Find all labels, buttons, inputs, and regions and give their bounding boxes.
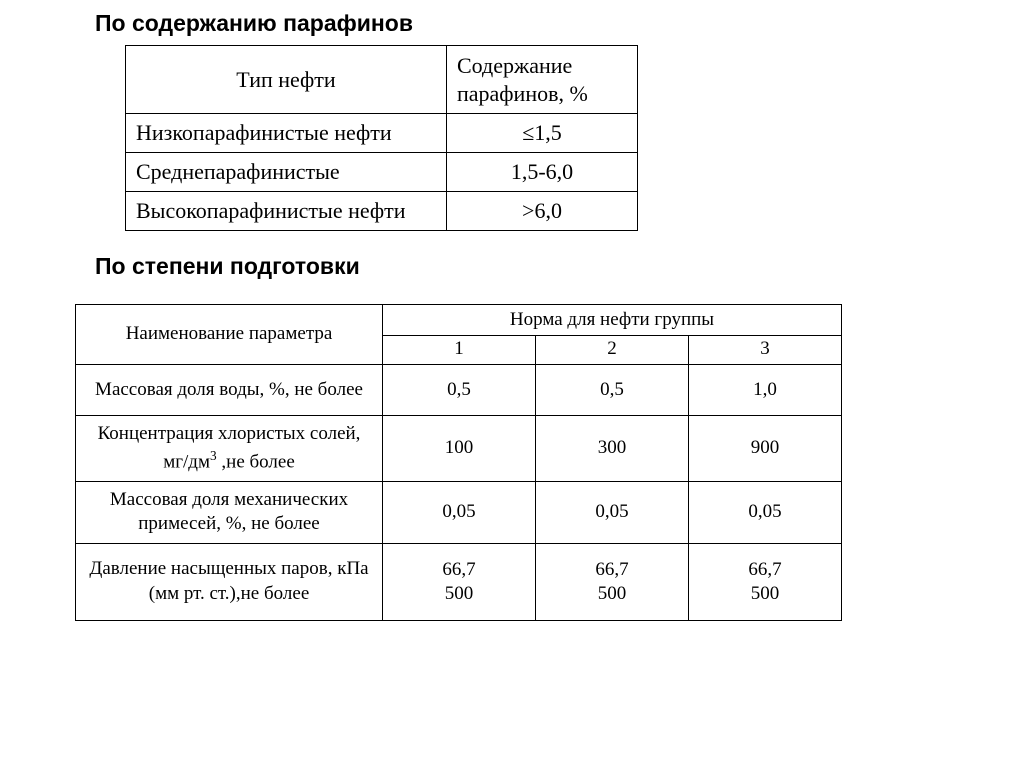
t2-value: 1,0	[689, 365, 842, 416]
t2-header-group: Норма для нефти группы	[383, 305, 842, 336]
t2-value: 900	[689, 416, 842, 482]
section2-title: По степени подготовки	[95, 253, 964, 280]
table-row: Массовая доля воды, %, не более 0,5 0,5 …	[76, 365, 842, 416]
paraffin-table: Тип нефти Содержание парафинов, % Низкоп…	[125, 45, 638, 231]
t2-group-number: 3	[689, 336, 842, 365]
t2-value: 66,7 500	[689, 544, 842, 621]
table-row: Массовая доля механических примесей, %, …	[76, 481, 842, 543]
t1-header-type: Тип нефти	[126, 46, 447, 114]
section1-title: По содержанию парафинов	[95, 10, 964, 37]
t1-cell: Среднепарафинистые	[126, 153, 447, 192]
t1-cell: 1,5-6,0	[447, 153, 638, 192]
t2-value: 0,5	[383, 365, 536, 416]
t2-value: 66,7 500	[536, 544, 689, 621]
table-row: Концентрация хлористых солей, мг/дм3 ,не…	[76, 416, 842, 482]
t2-value: 0,05	[383, 481, 536, 543]
t2-param: Концентрация хлористых солей, мг/дм3 ,не…	[76, 416, 383, 482]
t2-value: 300	[536, 416, 689, 482]
t2-value: 0,05	[689, 481, 842, 543]
t1-header-content: Содержание парафинов, %	[447, 46, 638, 114]
table-row: Среднепарафинистые 1,5-6,0	[126, 153, 638, 192]
table-row: Давление насыщенных паров, кПа (мм рт. с…	[76, 544, 842, 621]
t2-group-number: 1	[383, 336, 536, 365]
t1-cell: Низкопарафинистые нефти	[126, 114, 447, 153]
t1-cell: ≤1,5	[447, 114, 638, 153]
t2-header-param: Наименование параметра	[76, 305, 383, 365]
t1-cell: >6,0	[447, 192, 638, 231]
preparation-table: Наименование параметра Норма для нефти г…	[75, 304, 842, 621]
t2-param: Массовая доля воды, %, не более	[76, 365, 383, 416]
table-row: Высокопарафинистые нефти >6,0	[126, 192, 638, 231]
t2-value: 0,5	[536, 365, 689, 416]
t2-value: 66,7 500	[383, 544, 536, 621]
table-row: Низкопарафинистые нефти ≤1,5	[126, 114, 638, 153]
t2-group-number: 2	[536, 336, 689, 365]
t2-param: Массовая доля механических примесей, %, …	[76, 481, 383, 543]
t2-param: Давление насыщенных паров, кПа (мм рт. с…	[76, 544, 383, 621]
t2-value: 0,05	[536, 481, 689, 543]
t1-cell: Высокопарафинистые нефти	[126, 192, 447, 231]
t2-value: 100	[383, 416, 536, 482]
